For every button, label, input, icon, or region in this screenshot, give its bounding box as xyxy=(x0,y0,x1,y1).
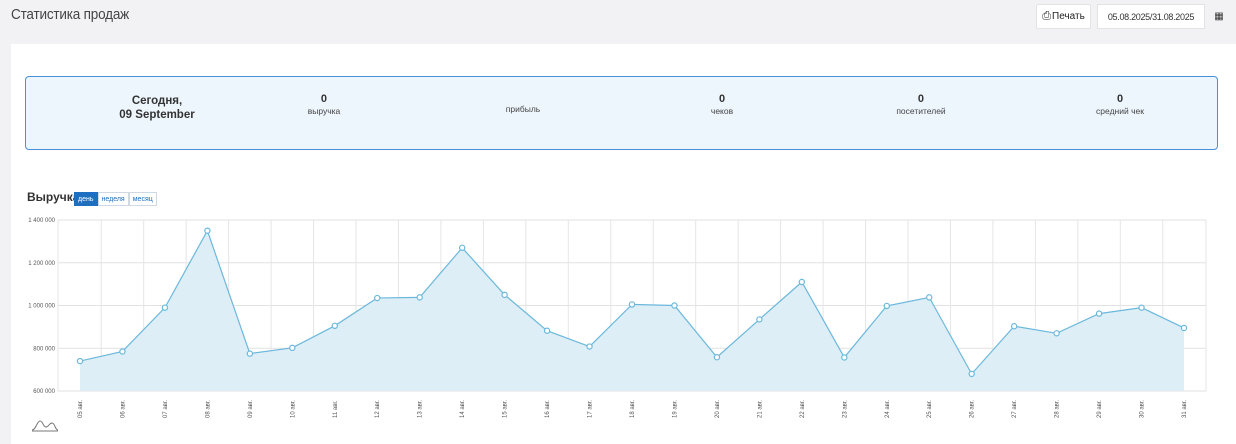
page-title: Статистика продаж xyxy=(11,6,130,23)
stat-value: 0 xyxy=(1116,93,1124,105)
stat-checks: 0 чеков xyxy=(711,93,733,116)
data-point xyxy=(671,302,678,309)
stat-value: 0 xyxy=(320,93,328,105)
x-tick-label: 08 авг. xyxy=(205,400,211,418)
x-tick-label: 25 авг. xyxy=(927,400,933,418)
x-tick-label: 26 авг. xyxy=(970,400,976,418)
print-label: Печать xyxy=(1052,11,1085,22)
data-point xyxy=(926,294,933,301)
data-point xyxy=(798,278,806,286)
data-point xyxy=(841,354,848,361)
data-point xyxy=(1053,330,1060,337)
stat-label: прибыль xyxy=(505,104,541,114)
data-point xyxy=(204,227,211,234)
revenue-title: Выручка xyxy=(27,190,80,204)
period-week-button[interactable]: неделя xyxy=(97,192,129,206)
data-point xyxy=(416,294,423,301)
x-tick-label: 30 авг. xyxy=(1140,400,1146,418)
x-tick-label: 27 авг. xyxy=(1012,400,1018,418)
x-tick-label: 05 авг. xyxy=(78,400,84,418)
x-tick-label: 11 авг. xyxy=(333,400,339,418)
x-tick-label: 14 авг. xyxy=(460,400,466,418)
stat-average-check: 0 средний чек xyxy=(1096,93,1144,116)
x-tick-label: 28 авг. xyxy=(1055,400,1061,418)
y-tick-label: 1 000 000 xyxy=(28,304,55,310)
data-point xyxy=(968,370,975,378)
x-tick-label: 15 авг. xyxy=(503,400,509,418)
x-tick-label: 24 авг. xyxy=(885,400,891,418)
date-range-input[interactable]: 05.08.2025/31.08.2025 xyxy=(1097,4,1205,29)
period-month-button[interactable]: месяц xyxy=(128,192,157,206)
data-point xyxy=(246,350,254,357)
y-tick-label: 1 400 000 xyxy=(28,218,55,224)
data-point xyxy=(883,302,890,310)
data-point xyxy=(458,244,466,251)
today-label: Сегодня, xyxy=(131,95,183,107)
stat-label: выручка xyxy=(307,106,341,116)
data-point xyxy=(756,316,763,323)
data-point xyxy=(586,343,593,350)
stat-visitors: 0 посетителей xyxy=(896,93,945,116)
x-tick-label: 12 авг. xyxy=(375,400,381,418)
y-tick-label: 800 000 xyxy=(33,346,55,352)
x-tick-label: 10 авг. xyxy=(290,400,296,418)
stat-label: посетителей xyxy=(896,106,946,116)
calendar-button[interactable]: ▦ xyxy=(1205,4,1233,29)
data-point xyxy=(289,344,296,352)
print-button[interactable]: ⎙ Печать xyxy=(1036,4,1091,29)
x-tick-label: 13 авг. xyxy=(418,400,424,418)
x-tick-label: 18 авг. xyxy=(630,400,636,418)
x-tick-label: 31 авг. xyxy=(1182,400,1188,418)
today-date: Сегодня, 09 September xyxy=(119,94,194,122)
page-header: Статистика продаж ⎙ Печать 05.08.2025/31… xyxy=(0,0,1236,34)
data-point xyxy=(331,322,338,330)
stat-value: 0 xyxy=(718,93,726,105)
data-point xyxy=(501,291,508,299)
data-point xyxy=(1138,304,1145,311)
data-point xyxy=(119,348,126,355)
stat-label: средний чек xyxy=(1096,106,1144,116)
data-point xyxy=(161,304,169,311)
data-point xyxy=(1180,324,1188,332)
data-point xyxy=(76,357,84,365)
summary-panel: Сегодня, 09 September 0 выручка прибыль … xyxy=(25,76,1218,150)
x-tick-label: 29 авг. xyxy=(1097,400,1103,418)
x-tick-label: 21 авг. xyxy=(757,400,763,418)
data-point xyxy=(543,327,551,334)
x-tick-label: 07 авг. xyxy=(163,400,169,418)
stat-revenue: 0 выручка xyxy=(308,93,341,116)
x-tick-label: 17 авг. xyxy=(588,400,594,418)
area-chart-icon xyxy=(31,420,59,432)
stat-value: 0 xyxy=(917,93,925,105)
y-tick-label: 600 000 xyxy=(33,389,55,395)
x-tick-label: 19 авг. xyxy=(672,400,678,418)
x-tick-label: 16 авг. xyxy=(545,400,551,418)
data-point xyxy=(374,294,381,302)
x-tick-label: 23 авг. xyxy=(842,400,848,418)
data-point xyxy=(1095,310,1103,317)
data-point xyxy=(713,354,721,361)
series-area xyxy=(80,230,1184,391)
data-point xyxy=(1010,323,1018,330)
y-tick-label: 1 200 000 xyxy=(28,261,55,267)
x-tick-label: 22 авг. xyxy=(800,400,806,418)
stat-profit: прибыль xyxy=(506,103,540,114)
x-tick-label: 06 авг. xyxy=(120,400,126,418)
period-switch: день неделя месяц xyxy=(74,192,157,206)
stat-label: чеков xyxy=(710,106,734,116)
x-tick-label: 20 авг. xyxy=(715,400,721,418)
today-value: 09 September xyxy=(119,109,195,121)
period-day-button[interactable]: день xyxy=(74,192,98,206)
data-point xyxy=(628,301,636,308)
printer-icon: ⎙ xyxy=(1042,10,1052,22)
calendar-icon: ▦ xyxy=(1214,11,1224,22)
x-tick-label: 09 авг. xyxy=(248,400,254,418)
